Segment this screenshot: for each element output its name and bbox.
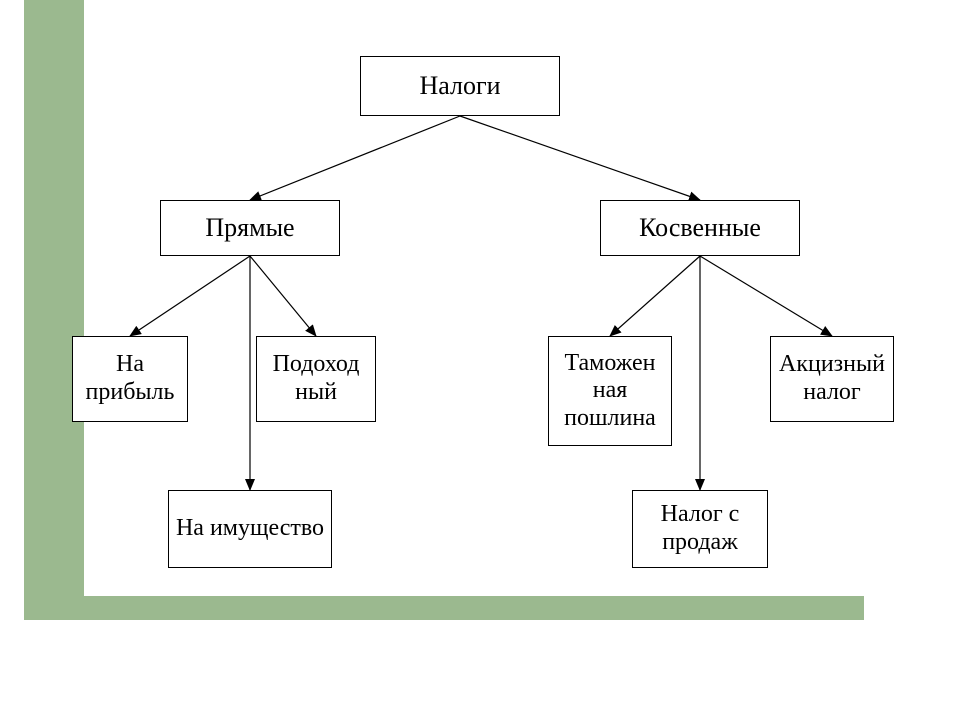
node-label: Косвенные	[639, 213, 761, 243]
decor-l-vertical	[24, 0, 84, 620]
node-direct: Прямые	[160, 200, 340, 256]
node-label: Таможен ная пошлина	[555, 350, 665, 433]
node-sales: Налог с продаж	[632, 490, 768, 568]
node-label: Подоход ный	[263, 351, 369, 406]
diagram-canvas: Налоги Прямые Косвенные На прибыль Подох…	[0, 0, 960, 720]
node-label: Налоги	[419, 71, 500, 101]
node-income: Подоход ный	[256, 336, 376, 422]
node-label: На имущество	[176, 515, 324, 543]
node-root: Налоги	[360, 56, 560, 116]
node-label: На прибыль	[79, 351, 181, 406]
node-property: На имущество	[168, 490, 332, 568]
decor-l-horizontal	[24, 596, 864, 620]
node-profit: На прибыль	[72, 336, 188, 422]
node-indirect: Косвенные	[600, 200, 800, 256]
node-excise: Акцизный налог	[770, 336, 894, 422]
node-label: Прямые	[205, 213, 294, 243]
node-customs: Таможен ная пошлина	[548, 336, 672, 446]
node-label: Акцизный налог	[777, 351, 887, 406]
node-label: Налог с продаж	[639, 501, 761, 556]
